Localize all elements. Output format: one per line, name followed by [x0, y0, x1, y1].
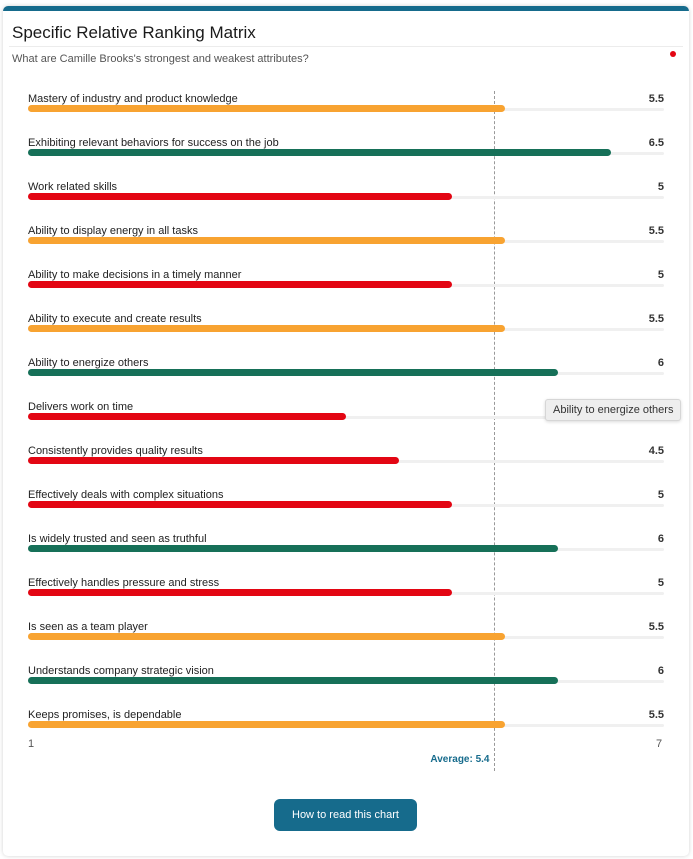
row-label: Keeps promises, is dependable: [28, 709, 182, 721]
ranking-row[interactable]: Mastery of industry and product knowledg…: [28, 93, 664, 137]
row-label: Ability to energize others: [28, 357, 149, 369]
row-value: 5.5: [648, 313, 664, 325]
score-bar[interactable]: [28, 413, 346, 420]
row-label: Ability to make decisions in a timely ma…: [28, 269, 242, 281]
row-label: Is seen as a team player: [28, 621, 148, 633]
score-bar[interactable]: [28, 369, 558, 376]
row-label: Ability to execute and create results: [28, 313, 202, 325]
row-value: 5: [657, 269, 664, 281]
card-subtitle: What are Camille Brooks's strongest and …: [12, 53, 309, 65]
average-label: Average: 5.4: [430, 754, 490, 765]
row-value: 5: [657, 489, 664, 501]
axis-max-label: 7: [656, 738, 663, 750]
card-accent-bar: [3, 6, 689, 11]
score-bar[interactable]: [28, 281, 452, 288]
row-value: 5.5: [648, 621, 664, 633]
row-value: 5.5: [648, 225, 664, 237]
row-label: Effectively deals with complex situation…: [28, 489, 224, 501]
row-value: 5.5: [648, 93, 664, 105]
row-value: 4.5: [648, 445, 664, 457]
row-value: 6.5: [648, 137, 664, 149]
row-label: Exhibiting relevant behaviors for succes…: [28, 137, 279, 149]
row-label: Ability to display energy in all tasks: [28, 225, 198, 237]
ranking-row[interactable]: Ability to execute and create results 5.5: [28, 313, 664, 357]
ranking-row[interactable]: Keeps promises, is dependable 5.5: [28, 709, 664, 753]
score-bar[interactable]: [28, 589, 452, 596]
ranking-row[interactable]: Is widely trusted and seen as truthful 6: [28, 533, 664, 577]
row-value: 5: [657, 181, 664, 193]
average-line: [494, 91, 496, 771]
card-title: Specific Relative Ranking Matrix: [12, 23, 256, 42]
bar-track: [28, 416, 664, 419]
ranking-row[interactable]: Ability to make decisions in a timely ma…: [28, 269, 664, 313]
ranking-row[interactable]: Consistently provides quality results 4.5: [28, 445, 664, 489]
score-bar[interactable]: [28, 677, 558, 684]
row-label: Effectively handles pressure and stress: [28, 577, 220, 589]
row-label: Consistently provides quality results: [28, 445, 203, 457]
bar-tooltip: Ability to energize others: [545, 399, 682, 421]
axis-min-label: 1: [28, 738, 35, 750]
status-dot-icon: [670, 51, 676, 57]
row-label: Mastery of industry and product knowledg…: [28, 93, 238, 105]
score-bar[interactable]: [28, 721, 505, 728]
row-value: 5: [657, 577, 664, 589]
row-label: Work related skills: [28, 181, 118, 193]
score-bar[interactable]: [28, 633, 505, 640]
ranking-row[interactable]: Is seen as a team player 5.5: [28, 621, 664, 665]
ranking-row[interactable]: Understands company strategic vision 6: [28, 665, 664, 709]
how-to-read-button[interactable]: How to read this chart: [274, 799, 417, 831]
ranking-matrix-card: Specific Relative Ranking Matrix What ar…: [3, 6, 689, 856]
row-value: 6: [657, 533, 664, 545]
header-divider: [9, 46, 683, 47]
row-label: Understands company strategic vision: [28, 665, 214, 677]
ranking-chart: 1 7 Average: 5.4 Mastery of industry and…: [3, 6, 689, 856]
ranking-row[interactable]: Effectively handles pressure and stress 5: [28, 577, 664, 621]
score-bar[interactable]: [28, 237, 505, 244]
ranking-row[interactable]: Effectively deals with complex situation…: [28, 489, 664, 533]
score-bar[interactable]: [28, 105, 505, 112]
ranking-row[interactable]: Ability to energize others 6: [28, 357, 664, 401]
ranking-row[interactable]: Exhibiting relevant behaviors for succes…: [28, 137, 664, 181]
score-bar[interactable]: [28, 501, 452, 508]
score-bar[interactable]: [28, 149, 611, 156]
ranking-row[interactable]: Delivers work on time: [28, 401, 664, 445]
ranking-row[interactable]: Work related skills 5: [28, 181, 664, 225]
row-label: Delivers work on time: [28, 401, 134, 413]
row-value: 6: [657, 665, 664, 677]
row-label: Is widely trusted and seen as truthful: [28, 533, 207, 545]
score-bar[interactable]: [28, 457, 399, 464]
score-bar[interactable]: [28, 545, 558, 552]
ranking-row[interactable]: Ability to display energy in all tasks 5.…: [28, 225, 664, 269]
row-value: 6: [657, 357, 664, 369]
row-value: 5.5: [648, 709, 664, 721]
score-bar[interactable]: [28, 193, 452, 200]
score-bar[interactable]: [28, 325, 505, 332]
